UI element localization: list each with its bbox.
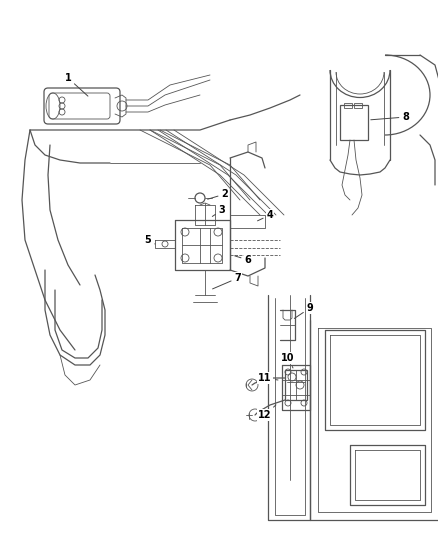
Text: 3: 3 xyxy=(212,205,225,216)
Text: 12: 12 xyxy=(258,405,276,420)
Bar xyxy=(353,103,361,108)
Text: 2: 2 xyxy=(207,189,228,199)
Text: 6: 6 xyxy=(234,255,251,265)
Bar xyxy=(343,103,351,108)
Bar xyxy=(339,105,367,140)
Text: 5: 5 xyxy=(144,235,155,245)
Text: 10: 10 xyxy=(281,353,294,368)
Text: 8: 8 xyxy=(370,112,409,122)
Text: 4: 4 xyxy=(257,210,273,221)
Text: 7: 7 xyxy=(212,273,241,289)
Text: 11: 11 xyxy=(258,373,277,383)
Bar xyxy=(284,370,306,400)
Text: 1: 1 xyxy=(64,73,88,96)
Text: 9: 9 xyxy=(293,303,313,318)
